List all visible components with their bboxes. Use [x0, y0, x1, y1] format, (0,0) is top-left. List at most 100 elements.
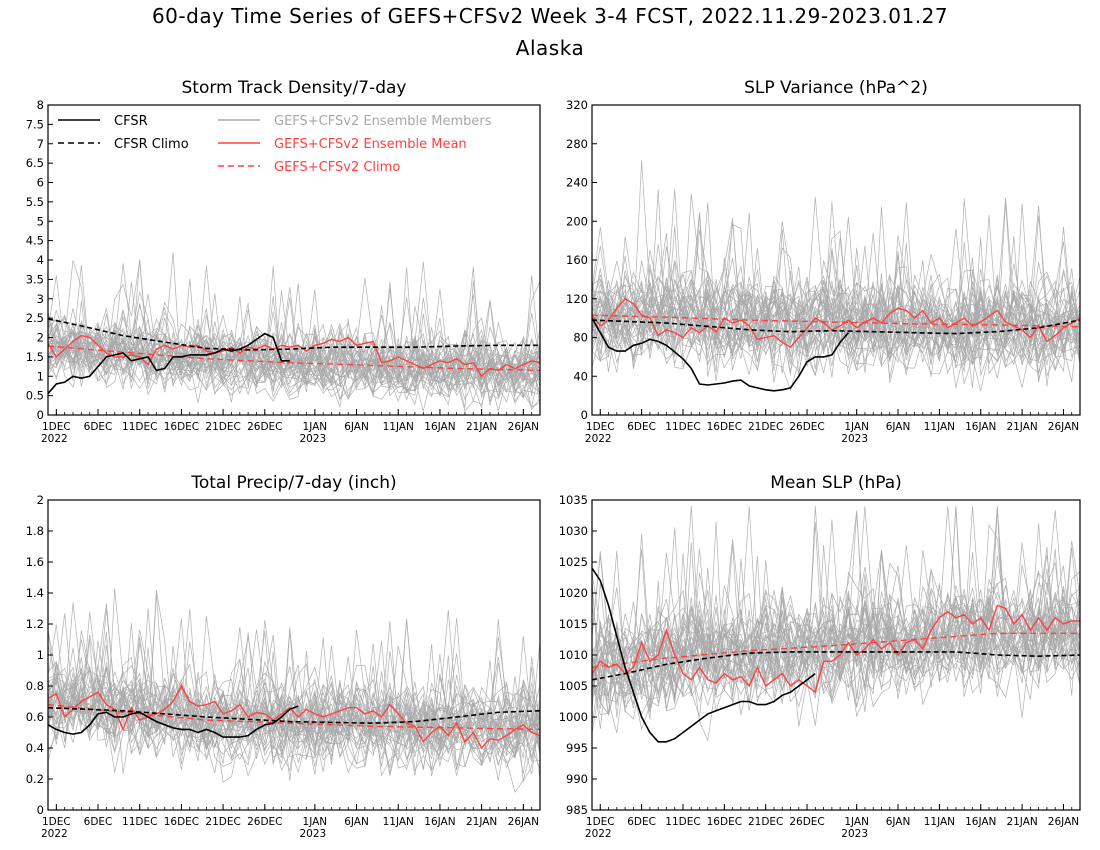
y-tick-label: 80 — [573, 331, 588, 345]
y-tick-label: 2.5 — [26, 311, 44, 325]
ensemble-member-line — [591, 550, 1081, 702]
ensemble-member-line — [47, 644, 541, 793]
x-tick-label: 6JAN — [344, 421, 369, 433]
y-tick-label: 280 — [566, 137, 588, 151]
x-tick-label: 11JAN — [383, 421, 414, 433]
y-tick-label: 1.5 — [26, 350, 44, 364]
x-tick-label: 6JAN — [344, 816, 369, 828]
y-tick-label: 1 — [37, 369, 44, 383]
ensemble-member-line — [591, 230, 1081, 366]
x-tick-label: 21DEC — [748, 816, 783, 828]
figure-subtitle: Alaska — [515, 36, 585, 60]
x-tick-label: 21JAN — [466, 421, 497, 433]
x-tick-label: 1DEC — [42, 816, 71, 828]
mean-slp-cfsr-line — [591, 567, 816, 743]
legend-label-cfsr: CFSR — [114, 114, 148, 129]
x-tick-label: 26JAN — [508, 816, 539, 828]
x-tick-label: 1DEC — [586, 421, 615, 433]
ensemble-member-line — [591, 559, 1081, 704]
y-tick-label: 8 — [37, 98, 44, 112]
ensemble-member-line — [591, 552, 1081, 727]
y-tick-label: 7.5 — [26, 117, 44, 131]
x-tick-label: 26DEC — [247, 421, 282, 433]
x-tick-label: 6DEC — [627, 816, 656, 828]
y-tick-label: 5.5 — [26, 195, 44, 209]
x-tick-label: 11DEC — [665, 421, 700, 433]
x-tick-label: 26JAN — [508, 421, 539, 433]
y-tick-label: 1 — [37, 648, 44, 662]
legend: CFSR CFSR Climo GEFS+CFSv2 Ensemble Member… — [58, 114, 492, 175]
y-tick-label: 1.6 — [26, 555, 44, 569]
storm-track-density-ens-mean-line — [47, 334, 541, 378]
ensemble-member-line — [47, 630, 541, 759]
x-tick-label: 11DEC — [122, 816, 157, 828]
legend-label-cfsr-climo: CFSR Climo — [114, 137, 189, 152]
ensemble-member-line — [591, 550, 1081, 717]
y-tick-label: 240 — [566, 176, 588, 190]
x-tick-label: 16JAN — [965, 421, 996, 433]
y-tick-label: 985 — [566, 803, 588, 817]
x-tick-label: 21DEC — [748, 421, 783, 433]
ensemble-member-line — [591, 562, 1081, 675]
x-year-label: 2022 — [585, 828, 612, 840]
y-tick-label: 1010 — [559, 648, 588, 662]
x-tick-label: 21JAN — [1006, 421, 1037, 433]
x-tick-label: 11JAN — [924, 421, 955, 433]
mean-slp-ensemble-members — [591, 506, 1081, 742]
mean-slp-panel: Mean SLP (hPa) 985 990 995 1000 1005 1010 1015 1… — [559, 473, 1081, 840]
x-tick-label: 26JAN — [1048, 421, 1079, 433]
x-tick-label: 16JAN — [424, 421, 455, 433]
y-tick-label: 0 — [581, 408, 588, 422]
slp-variance-title: SLP Variance (hPa^2) — [744, 78, 928, 98]
y-tick-label: 4 — [37, 253, 44, 267]
y-tick-label: 2 — [37, 493, 44, 507]
y-tick-label: 1.8 — [26, 524, 44, 538]
x-tick-label: 1JAN — [303, 816, 328, 828]
x-tick-label: 1JAN — [844, 421, 869, 433]
mean-slp-title: Mean SLP (hPa) — [770, 473, 902, 493]
x-tick-label: 21DEC — [205, 421, 240, 433]
y-tick-label: 1035 — [559, 493, 588, 507]
y-tick-label: 5 — [37, 214, 44, 228]
ensemble-member-line — [591, 287, 1081, 379]
y-tick-label: 120 — [566, 292, 588, 306]
ensemble-member-line — [591, 580, 1081, 742]
x-tick-label: 21DEC — [205, 816, 240, 828]
x-year-label: 2022 — [41, 433, 68, 445]
x-year-label: 2023 — [841, 828, 868, 840]
mean-slp-ens-mean-line — [591, 604, 1080, 694]
x-tick-label: 1JAN — [303, 421, 328, 433]
mean-slp-gefs-climo-line — [591, 632, 1080, 669]
x-tick-label: 21JAN — [466, 816, 497, 828]
x-tick-label: 11DEC — [665, 816, 700, 828]
ensemble-member-line — [591, 506, 1081, 681]
x-tick-label: 6JAN — [886, 816, 911, 828]
x-tick-label: 16JAN — [424, 816, 455, 828]
x-tick-label: 1JAN — [844, 816, 869, 828]
slp-variance-cfsr-line — [591, 317, 850, 392]
y-tick-label: 0.2 — [26, 772, 44, 786]
ensemble-member-line — [47, 280, 541, 406]
y-tick-label: 320 — [566, 98, 588, 112]
ensemble-member-line — [47, 296, 541, 411]
y-tick-label: 1.4 — [26, 586, 44, 600]
y-tick-label: 1020 — [559, 586, 588, 600]
ensemble-member-line — [47, 640, 541, 775]
total-precip-cfsr-line — [47, 705, 299, 738]
y-tick-label: 1025 — [559, 555, 588, 569]
ensemble-member-line — [591, 605, 1081, 699]
legend-label-gefs-climo: GEFS+CFSv2 Climo — [274, 160, 400, 175]
y-tick-label: 990 — [566, 772, 588, 786]
y-tick-label: 995 — [566, 741, 588, 755]
storm-track-density-panel: Storm Track Density/7-day 0 0.5 1 1.5 2 2.5 3 3.… — [26, 78, 541, 445]
x-year-label: 2022 — [585, 433, 612, 445]
x-tick-label: 21JAN — [1006, 816, 1037, 828]
legend-label-ens-members: GEFS+CFSv2 Ensemble Members — [274, 114, 492, 129]
storm-track-density-cfsr-climo-line — [47, 318, 540, 351]
ensemble-member-line — [591, 203, 1081, 358]
ensemble-member-line — [47, 289, 541, 403]
slp-variance-panel: SLP Variance (hPa^2) 0 40 80 120 160 200 240 280… — [566, 78, 1081, 445]
y-tick-label: 0.8 — [26, 679, 44, 693]
x-year-label: 2022 — [41, 828, 68, 840]
ensemble-member-line — [47, 641, 541, 759]
